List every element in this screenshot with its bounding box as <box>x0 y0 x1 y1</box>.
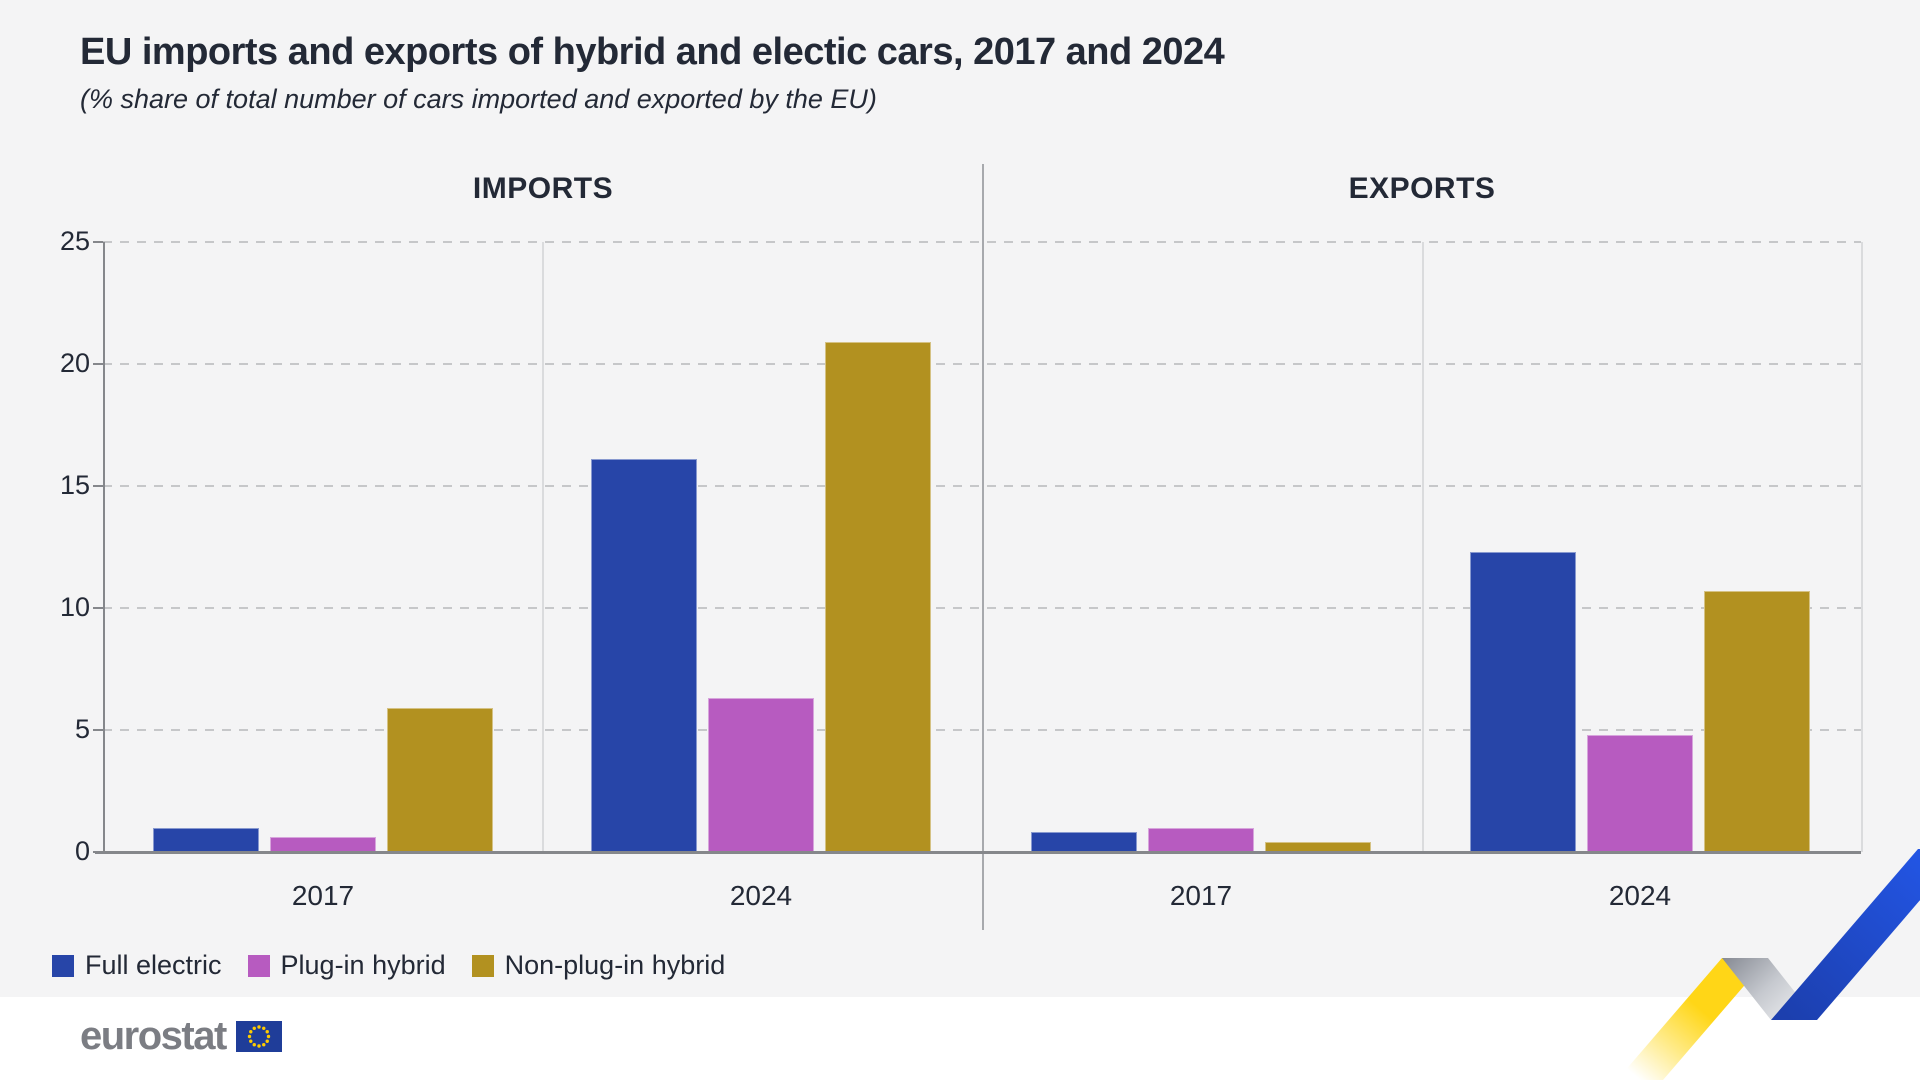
y-tick-label: 0 <box>74 836 90 866</box>
chart-subtitle: (% share of total number of cars importe… <box>80 84 877 114</box>
eu-flag-icon <box>235 1020 282 1052</box>
bar-exports-2024-plug-in-hybrid <box>1587 735 1693 852</box>
bar-exports-2024-full-electric <box>1470 552 1576 852</box>
bar-imports-2024-full-electric <box>591 459 697 852</box>
legend-label-plug-in-hybrid: Plug-in hybrid <box>280 950 446 980</box>
bar-imports-2017-non-plug-in-hybrid <box>387 708 493 852</box>
x-label-imports-2024: 2024 <box>729 880 793 911</box>
bar-imports-2024-non-plug-in-hybrid <box>825 342 931 852</box>
bar-exports-2024-non-plug-in-hybrid <box>1704 591 1810 852</box>
x-label-exports-2024: 2024 <box>1608 880 1672 911</box>
ribbon-blue-stroke <box>1771 849 1920 1020</box>
y-tick <box>93 363 103 365</box>
y-tick-label: 10 <box>59 592 90 622</box>
x-label-exports-2017: 2017 <box>1169 880 1233 911</box>
x-label-imports-2017: 2017 <box>291 880 355 911</box>
footer: eurostat <box>80 1016 282 1056</box>
x-axis-baseline <box>95 851 1861 854</box>
category-separator <box>1422 242 1424 852</box>
legend-label-full-electric: Full electric <box>85 950 222 980</box>
y-tick <box>93 607 103 609</box>
legend-item-non-plug-in-hybrid: Non-plug-in hybrid <box>471 950 726 981</box>
y-tick-label: 5 <box>74 714 90 744</box>
bar-imports-2024-plug-in-hybrid <box>708 698 814 852</box>
plot-area: 0 5 10 15 20 25 2017 2024 2017 2024 <box>59 164 1863 930</box>
bar-imports-2017-plug-in-hybrid <box>270 837 376 852</box>
ribbon-yellow-stroke <box>1617 958 1768 1080</box>
legend-swatch-full-electric <box>52 954 74 977</box>
bar-imports-2017-full-electric <box>153 828 259 852</box>
y-axis-line <box>103 242 105 852</box>
legend: Full electric Plug-in hybrid Non-plug-in h… <box>52 950 725 981</box>
category-separator <box>542 242 544 852</box>
panel-divider <box>982 164 984 930</box>
y-tick <box>93 485 103 487</box>
y-tick-label: 20 <box>59 348 90 378</box>
bar-exports-2017-plug-in-hybrid <box>1148 828 1254 852</box>
trend-ribbon-graphic <box>1617 849 1920 1080</box>
legend-item-full-electric: Full electric <box>52 950 222 981</box>
chart-title: EU imports and exports of hybrid and ele… <box>80 31 1225 73</box>
y-tick-label: 25 <box>59 226 90 256</box>
y-tick-label: 15 <box>59 470 90 500</box>
y-tick <box>93 729 103 731</box>
bar-exports-2017-full-electric <box>1031 832 1137 852</box>
legend-swatch-non-plug-in-hybrid <box>471 954 494 977</box>
plot-right-border <box>1861 242 1863 852</box>
legend-label-non-plug-in-hybrid: Non-plug-in hybrid <box>504 950 726 980</box>
panel-title-exports: EXPORTS <box>1348 172 1496 205</box>
legend-swatch-plug-in-hybrid <box>247 954 270 977</box>
panel-title-imports: IMPORTS <box>472 172 614 205</box>
legend-item-plug-in-hybrid: Plug-in hybrid <box>247 950 446 981</box>
y-tick <box>93 241 103 243</box>
eurostat-logo-wordmark: eurostat <box>80 1014 227 1058</box>
